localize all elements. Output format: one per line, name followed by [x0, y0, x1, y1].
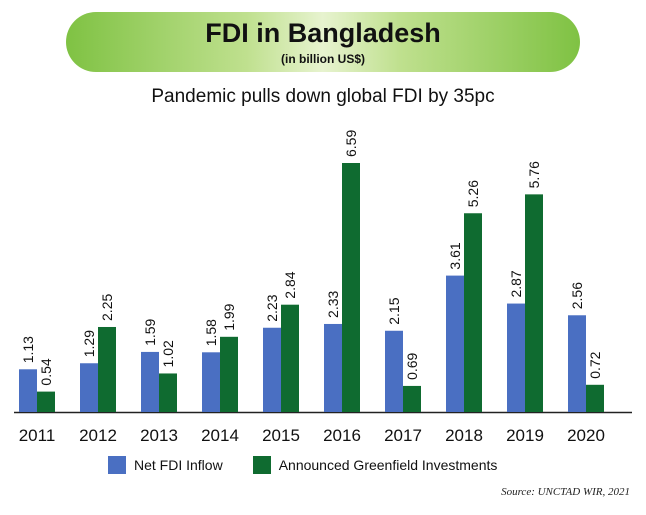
value-label-net-fdi-2016: 2.33 [325, 291, 341, 318]
value-label-greenfield-2019: 5.76 [526, 161, 542, 188]
value-label-net-fdi-2011: 1.13 [20, 336, 36, 363]
value-label-greenfield-2015: 2.84 [282, 271, 298, 298]
legend-label-net-fdi: Net FDI Inflow [134, 457, 223, 473]
value-label-greenfield-2018: 5.26 [465, 180, 481, 207]
bar-greenfield-2019 [525, 194, 543, 412]
x-tick-label-2011: 2011 [19, 426, 56, 445]
bar-net-fdi-2020 [568, 315, 586, 412]
title-banner: FDI in Bangladesh (in billion US$) [66, 12, 580, 72]
bar-greenfield-2013 [159, 373, 177, 412]
x-tick-label-2017: 2017 [384, 426, 422, 445]
bar-greenfield-2018 [464, 213, 482, 412]
value-label-net-fdi-2018: 3.61 [447, 242, 463, 269]
bar-greenfield-2014 [220, 336, 238, 412]
bar-net-fdi-2018 [446, 275, 464, 412]
value-label-greenfield-2011: 0.54 [38, 358, 54, 385]
x-tick-label-2019: 2019 [506, 426, 544, 445]
value-label-greenfield-2012: 2.25 [99, 294, 115, 321]
bar-greenfield-2015 [281, 304, 299, 412]
x-tick-label-2016: 2016 [323, 426, 361, 445]
legend-item-net-fdi: Net FDI Inflow [108, 456, 223, 474]
value-label-net-fdi-2012: 1.29 [81, 330, 97, 357]
value-label-net-fdi-2019: 2.87 [508, 270, 524, 297]
value-label-greenfield-2020: 0.72 [587, 351, 603, 378]
value-label-greenfield-2017: 0.69 [404, 352, 420, 379]
bar-net-fdi-2015 [263, 327, 281, 412]
legend-swatch-greenfield [252, 456, 271, 474]
source-note: Source: UNCTAD WIR, 2021 [501, 486, 630, 498]
x-tick-label-2020: 2020 [567, 426, 605, 445]
bar-greenfield-2017 [403, 385, 421, 412]
bar-net-fdi-2014 [202, 352, 220, 412]
value-label-greenfield-2016: 6.59 [343, 130, 359, 157]
value-label-net-fdi-2015: 2.23 [264, 294, 280, 321]
value-label-net-fdi-2017: 2.15 [386, 297, 402, 324]
x-tick-label-2015: 2015 [262, 426, 300, 445]
legend-swatch-net-fdi [108, 456, 126, 474]
x-tick-label-2018: 2018 [445, 426, 483, 445]
value-label-greenfield-2014: 1.99 [221, 303, 237, 330]
bar-greenfield-2016 [342, 163, 360, 412]
legend-item-greenfield: Announced Greenfield Investments [252, 456, 498, 474]
legend: Net FDI Inflow Announced Greenfield Inve… [108, 454, 527, 476]
bar-net-fdi-2012 [80, 363, 98, 412]
bar-net-fdi-2017 [385, 330, 403, 412]
chart-title: FDI in Bangladesh [205, 18, 441, 48]
bar-net-fdi-2016 [324, 323, 342, 412]
legend-label-greenfield: Announced Greenfield Investments [278, 457, 498, 473]
chart-unit: (in billion US$) [281, 52, 365, 66]
value-label-net-fdi-2020: 2.56 [569, 282, 585, 309]
value-label-net-fdi-2013: 1.59 [142, 318, 158, 345]
x-tick-label-2012: 2012 [79, 426, 117, 445]
bar-greenfield-2012 [98, 326, 116, 412]
bar-greenfield-2011 [37, 391, 55, 412]
bar-net-fdi-2019 [507, 303, 525, 412]
bar-net-fdi-2013 [141, 351, 159, 412]
chart-subtitle: Pandemic pulls down global FDI by 35pc [151, 86, 495, 107]
value-label-net-fdi-2014: 1.58 [203, 319, 219, 346]
value-label-greenfield-2013: 1.02 [160, 340, 176, 367]
bar-greenfield-2020 [586, 384, 604, 412]
x-tick-label-2013: 2013 [140, 426, 178, 445]
x-tick-label-2014: 2014 [201, 426, 239, 445]
bar-net-fdi-2011 [19, 369, 37, 412]
